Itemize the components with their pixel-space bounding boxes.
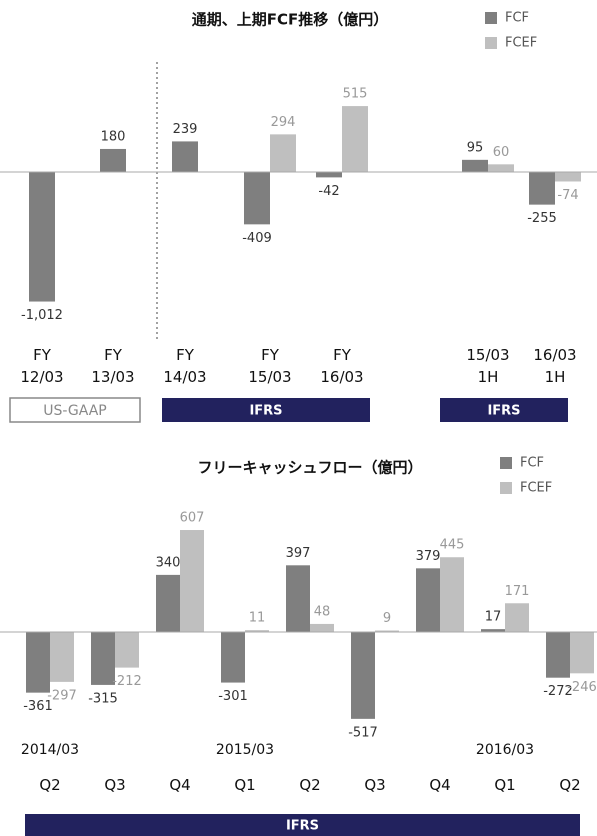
- legend-label: FCF: [520, 456, 544, 471]
- data-label: -74: [557, 188, 578, 203]
- data-label: -361: [23, 699, 53, 714]
- x-tick-label: Q1: [494, 776, 515, 794]
- data-label: -409: [242, 231, 272, 246]
- bar: [570, 632, 594, 674]
- group-label: IFRS: [487, 404, 520, 419]
- data-label: -315: [88, 691, 118, 706]
- bar: [351, 632, 375, 719]
- bar: [29, 172, 55, 302]
- bar: [440, 557, 464, 632]
- x-tick-label: Q2: [299, 776, 320, 794]
- x-tick-label: FY 14/03: [163, 346, 206, 386]
- data-label: 11: [249, 611, 266, 626]
- bar: [245, 630, 269, 632]
- bar: [529, 172, 555, 205]
- group-band: [162, 398, 370, 422]
- bar: [172, 141, 198, 172]
- data-label: 171: [505, 584, 530, 599]
- x-tick-label: Q4: [429, 776, 450, 794]
- x-tick-label: Q4: [169, 776, 190, 794]
- data-label: 445: [440, 538, 465, 553]
- bar: [546, 632, 570, 678]
- data-label: 239: [173, 122, 198, 137]
- data-label: -212: [112, 674, 142, 689]
- data-label: 48: [314, 604, 331, 619]
- bar: [310, 623, 334, 632]
- x-tick-label: Q2: [559, 776, 580, 794]
- legend-swatch: [500, 457, 512, 469]
- bar: [156, 574, 180, 632]
- chart-title: 通期、上期FCF推移（億円）: [192, 11, 389, 29]
- data-label: -297: [47, 688, 77, 703]
- x-tick-label: FY 15/03: [248, 346, 291, 386]
- data-label: 17: [485, 610, 502, 625]
- bar: [375, 630, 399, 632]
- data-label: 340: [156, 555, 181, 570]
- x-tick-label: Q2: [39, 776, 60, 794]
- chart-title: フリーキャッシュフロー（億円）: [197, 459, 422, 477]
- data-label: 397: [286, 546, 311, 561]
- x-tick-label: Q3: [104, 776, 125, 794]
- year-label: 2016/03: [476, 742, 534, 758]
- legend-swatch: [500, 482, 512, 494]
- data-label: 607: [180, 511, 205, 526]
- data-label: 294: [271, 115, 296, 130]
- legend-label: FCF: [505, 11, 529, 26]
- legend-label: FCEF: [520, 481, 552, 496]
- x-tick-label: Q3: [364, 776, 385, 794]
- bar: [91, 632, 115, 685]
- bar: [505, 603, 529, 632]
- bar: [416, 568, 440, 632]
- data-label: -42: [318, 184, 339, 199]
- bar: [481, 629, 505, 632]
- x-tick-label: FY 16/03: [320, 346, 363, 386]
- bar: [244, 172, 270, 225]
- group-band: [440, 398, 568, 422]
- legend-swatch: [485, 37, 497, 49]
- data-label: 379: [416, 549, 441, 564]
- bar: [316, 172, 342, 178]
- bar: [26, 632, 50, 693]
- data-label: -1,012: [21, 308, 63, 323]
- bar: [115, 632, 139, 668]
- group-label: IFRS: [249, 404, 282, 419]
- bar: [100, 148, 126, 172]
- data-label: -517: [348, 725, 378, 740]
- bar: [462, 159, 488, 172]
- data-label: -272: [543, 684, 573, 699]
- group-label: US-GAAP: [43, 403, 107, 419]
- x-tick-label: 15/03 1H: [466, 346, 509, 386]
- data-label: 180: [101, 129, 126, 144]
- data-label: 60: [493, 145, 510, 160]
- year-label: 2014/03: [21, 742, 79, 758]
- group-label: IFRS: [286, 819, 319, 834]
- data-label: -301: [218, 689, 248, 704]
- data-label: 9: [383, 611, 391, 626]
- x-tick-label: Q1: [234, 776, 255, 794]
- data-label: 515: [343, 87, 368, 102]
- bar: [180, 530, 204, 632]
- legend-label: FCEF: [505, 36, 537, 51]
- bar: [342, 106, 368, 172]
- bar: [286, 565, 310, 632]
- group-band: [25, 814, 580, 836]
- bar: [488, 164, 514, 172]
- group-band: [9, 397, 141, 423]
- legend-swatch: [485, 12, 497, 24]
- bar: [555, 172, 581, 182]
- x-tick-label: 16/03 1H: [533, 346, 576, 386]
- data-label: -246: [567, 680, 597, 695]
- bar: [270, 134, 296, 172]
- data-label: -255: [527, 211, 557, 226]
- bar: [221, 632, 245, 683]
- year-label: 2015/03: [216, 742, 274, 758]
- x-tick-label: FY 12/03: [20, 346, 63, 386]
- x-tick-label: FY 13/03: [91, 346, 134, 386]
- data-label: 95: [467, 140, 484, 155]
- bar: [50, 632, 74, 682]
